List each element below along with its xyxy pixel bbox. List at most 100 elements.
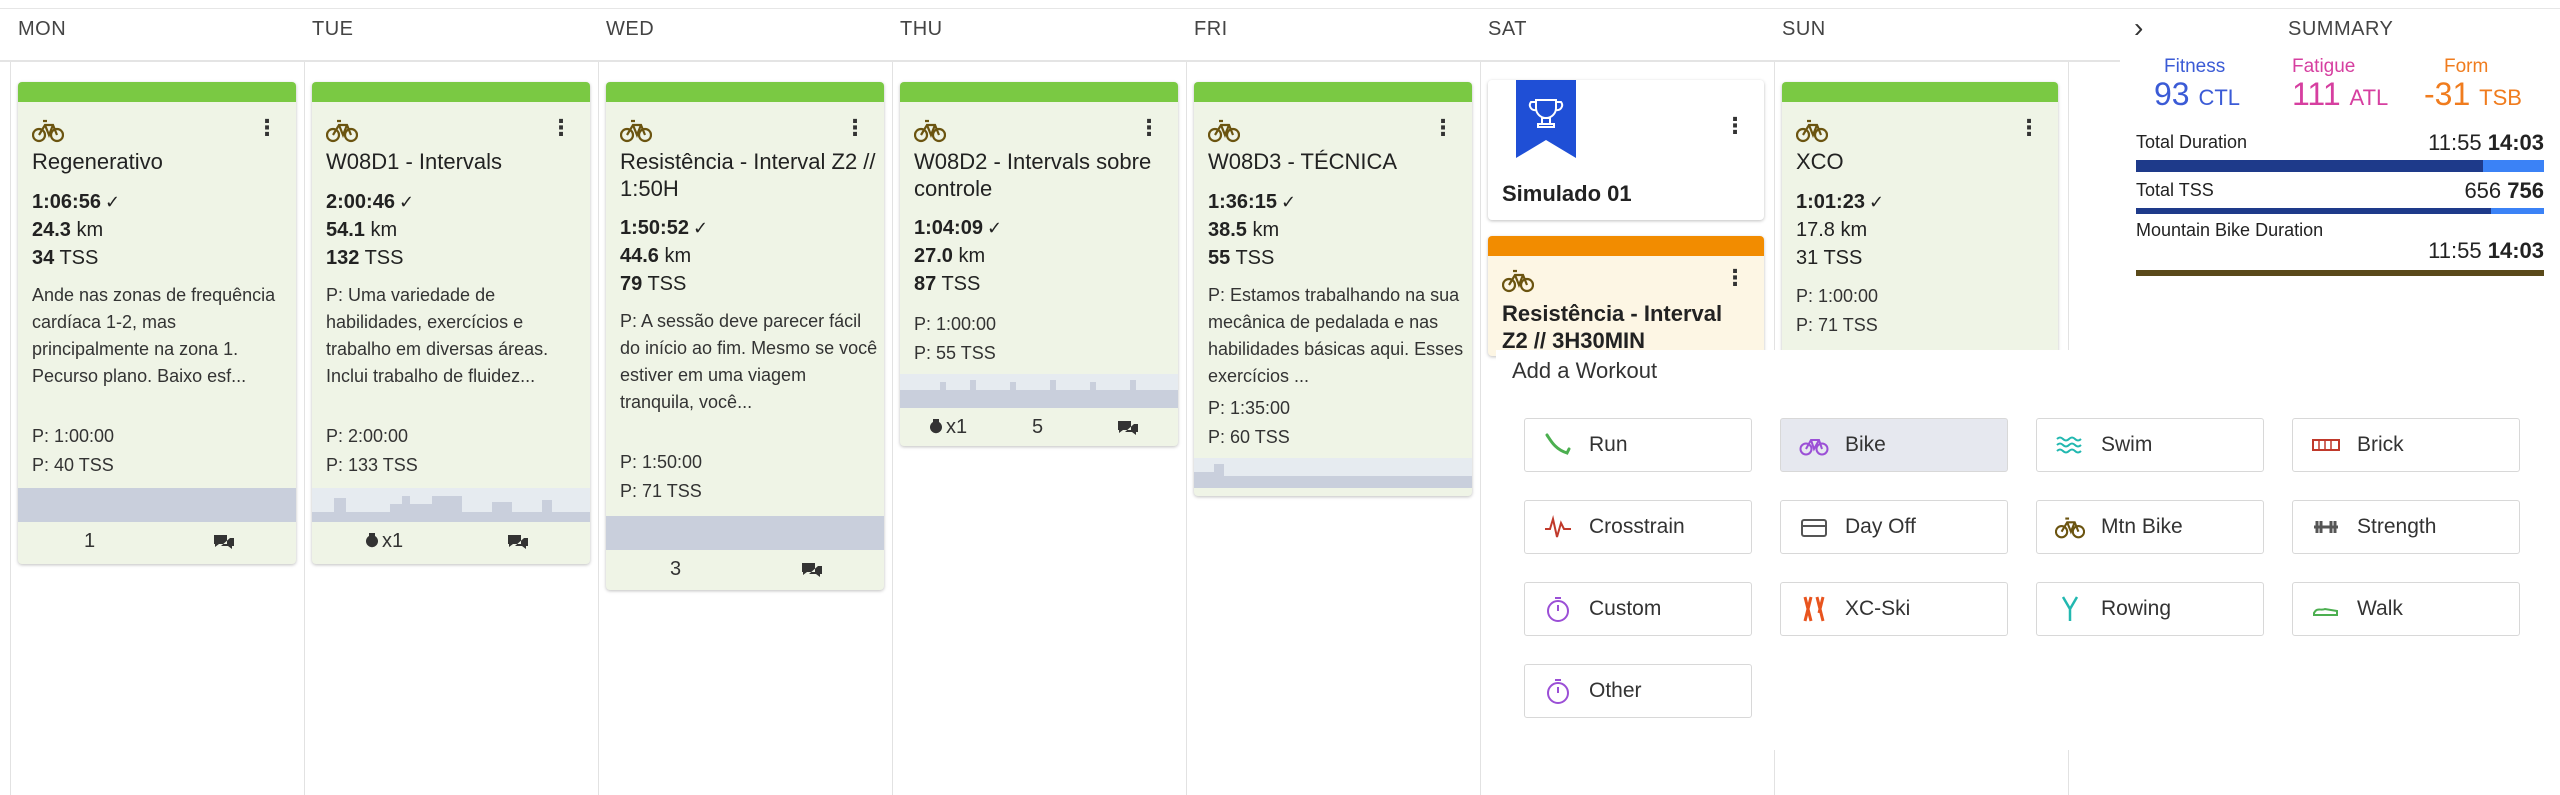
workout-duration: 1:04:09 ✓ (914, 217, 1003, 239)
workout-card-tue[interactable]: ⋮ W08D1 - Intervals 2:00:46 ✓ 54.1 km 132… (312, 82, 590, 564)
add-workout-title: Add a Workout (1512, 358, 1658, 383)
summary-header: SUMMARY (2288, 18, 2394, 40)
total-duration-label: Total Duration (2136, 132, 2248, 152)
kettlebell-icon (366, 533, 378, 548)
strength-count: x1 (946, 416, 968, 438)
add-swim-button[interactable]: Swim (2036, 418, 2264, 472)
comments-icon[interactable] (800, 561, 824, 579)
next-week-arrow[interactable]: › (2134, 12, 2144, 43)
planned-tss: P: 71 TSS (1796, 315, 1878, 335)
workout-duration: 1:36:15 ✓ (1208, 191, 1297, 213)
col-divider (304, 62, 305, 795)
day-header-thu: THU (900, 18, 943, 40)
workout-card-mon[interactable]: ⋮ Regenerativo 1:06:56 ✓ 24.3 km 34 TSS A… (18, 82, 296, 564)
walk-icon (2313, 607, 2338, 616)
col-divider (10, 62, 11, 795)
trophy-icon (1516, 80, 1576, 158)
workout-tss: 34 TSS (32, 247, 99, 269)
total-duration-bar (2136, 160, 2544, 172)
workout-distance: 38.5 km (1208, 219, 1280, 241)
comments-icon[interactable] (212, 533, 236, 551)
add-custom-button[interactable]: Custom (1524, 582, 1752, 636)
day-off-icon (1801, 519, 1827, 537)
workout-card-wed[interactable]: ⋮ Resistência - Interval Z2 // 1:50H 1:5… (606, 82, 884, 590)
card-menu-button[interactable]: ⋮ (1724, 265, 1746, 290)
planned-bar (1488, 236, 1764, 256)
form-label: Form (2444, 56, 2489, 77)
planned-tss: P: 71 TSS (620, 481, 702, 501)
workout-title: W08D1 - Intervals (326, 149, 503, 174)
col-divider (598, 62, 599, 795)
workout-title: Regenerativo (32, 149, 163, 174)
kettlebell-icon (930, 419, 942, 434)
mtn-bike-icon (326, 119, 358, 143)
workout-profile-chart (312, 488, 590, 522)
add-walk-button[interactable]: Walk (2292, 582, 2520, 636)
workout-tss: 79 TSS (620, 273, 687, 295)
workout-description: P: Uma variedade de habilidades, exercíc… (326, 285, 549, 386)
workout-duration: 1:06:56 ✓ (32, 191, 121, 213)
add-mtn-bike-button[interactable]: Mtn Bike (2036, 500, 2264, 554)
workout-card-fri[interactable]: ⋮ W08D3 - TÉCNICA 1:36:15 ✓ 38.5 km 55 TS… (1194, 82, 1472, 496)
run-icon (1545, 433, 1571, 455)
xc-ski-icon (1803, 596, 1825, 622)
other-icon (1547, 679, 1569, 704)
workout-title: Resistência - Interval Z2 // 3H30MIN (1502, 301, 1723, 353)
add-other-button[interactable]: Other (1524, 664, 1752, 718)
card-menu-button[interactable]: ⋮ (2018, 115, 2040, 140)
add-day-off-button[interactable]: Day Off (1780, 500, 2008, 554)
comment-count: 1 (84, 530, 96, 552)
add-bike-button[interactable]: Bike (1780, 418, 2008, 472)
mtn-bike-icon (914, 119, 946, 143)
add-crosstrain-button[interactable]: Crosstrain (1524, 500, 1752, 554)
workout-title: W08D2 - Intervals sobre controle (914, 149, 1152, 201)
form-value: -31 TSB (2424, 76, 2522, 112)
workout-tss: 132 TSS (326, 247, 404, 269)
col-divider (1480, 62, 1481, 795)
strength-icon (2314, 521, 2338, 533)
add-brick-button[interactable]: Brick (2292, 418, 2520, 472)
fatigue-label: Fatigue (2292, 56, 2356, 77)
fitness-label: Fitness (2164, 56, 2226, 77)
rowing-icon (2061, 596, 2079, 621)
add-strength-button[interactable]: Strength (2292, 500, 2520, 554)
workout-title: Resistência - Interval Z2 // 1:50H (620, 149, 876, 201)
day-header-fri: FRI (1194, 18, 1228, 40)
card-menu-button[interactable]: ⋮ (1138, 115, 1160, 140)
comments-icon[interactable] (506, 533, 530, 551)
workout-description: P: A sessão deve parecer fácil do início… (620, 311, 878, 412)
comments-icon[interactable] (1116, 419, 1140, 437)
comment-count: 5 (1032, 416, 1044, 438)
total-tss-value: 656 756 (2464, 178, 2544, 203)
workout-title: W08D3 - TÉCNICA (1208, 149, 1398, 174)
completed-bar (1194, 82, 1472, 102)
planned-workout-card-sat[interactable]: ⋮ Resistência - Interval Z2 // 3H30MIN (1488, 236, 1764, 356)
workout-profile-chart (900, 374, 1178, 408)
workout-card-thu[interactable]: ⋮ W08D2 - Intervals sobre controle 1:04:… (900, 82, 1178, 446)
mtn-bike-icon (2055, 517, 2085, 539)
crosstrain-icon (1545, 515, 1571, 538)
event-card-sat[interactable]: ⋮ Simulado 01 (1488, 80, 1764, 220)
planned-duration: P: 1:00:00 (914, 314, 997, 334)
swim-icon (2056, 436, 2082, 454)
event-title: Simulado 01 (1502, 181, 1632, 206)
mtn-bike-icon (1502, 269, 1534, 293)
completed-bar (606, 82, 884, 102)
mtb-duration-value: 11:55 14:03 (2428, 238, 2544, 263)
workout-title: XCO (1796, 149, 1844, 174)
card-menu-button[interactable]: ⋮ (550, 115, 572, 140)
bike-icon (1799, 439, 1829, 456)
card-menu-button[interactable]: ⋮ (844, 115, 866, 140)
add-rowing-button[interactable]: Rowing (2036, 582, 2264, 636)
add-workout-popover: Add a Workout Run Bike Swim Brick Crosst… (1496, 350, 2560, 750)
add-run-button[interactable]: Run (1524, 418, 1752, 472)
card-menu-button[interactable]: ⋮ (1432, 115, 1454, 140)
workout-card-sun[interactable]: ⋮ XCO 1:01:23 ✓ 17.8 km 31 TSS P: 1:00:00… (1782, 82, 2058, 362)
card-menu-button[interactable]: ⋮ (1724, 113, 1746, 138)
day-header-tue: TUE (312, 18, 354, 40)
mtn-bike-icon (1208, 119, 1240, 143)
planned-tss: P: 133 TSS (326, 455, 418, 475)
add-xc-ski-button[interactable]: XC-Ski (1780, 582, 2008, 636)
workout-profile-chart (606, 516, 884, 550)
card-menu-button[interactable]: ⋮ (256, 115, 278, 140)
